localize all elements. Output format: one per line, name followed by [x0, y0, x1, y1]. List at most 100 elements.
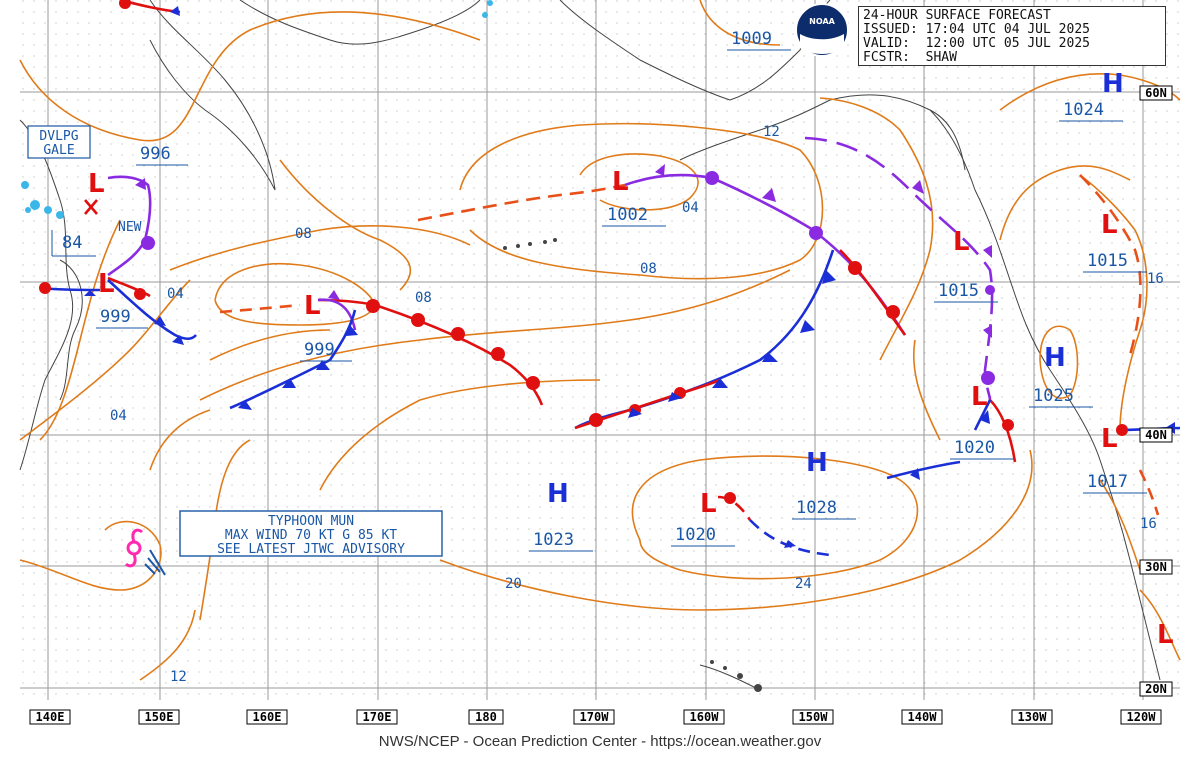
isobar-label: 16 [1140, 516, 1157, 532]
isobar-label: 12 [170, 669, 187, 685]
lon-label: 120W [1127, 710, 1157, 724]
longitude-labels: 140E 150E 160E 170E 180 170W 160W 150W 1… [29, 709, 1162, 725]
trough-south [1138, 469, 1160, 516]
low-symbol: L [88, 169, 105, 199]
warm-front-west [107, 276, 151, 298]
footer-credit: NWS/NCEP - Ocean Prediction Center - htt… [378, 733, 822, 750]
sea-ice-dots [21, 0, 493, 219]
pressure-value-1024: 1024 [1063, 100, 1104, 120]
lon-label: 140E [36, 710, 65, 724]
lon-label: 150E [145, 710, 174, 724]
isobar-label: 12 [763, 124, 780, 140]
pressure-value-996: 996 [140, 144, 171, 164]
isobar-label: 08 [295, 226, 312, 242]
islands [503, 238, 762, 692]
high-symbol: H [1102, 69, 1124, 99]
header-title: 24-HOUR SURFACE FORECAST [863, 8, 1051, 23]
header-forecaster: FCSTR: SHAW [863, 50, 957, 65]
low-symbol: L [1101, 424, 1118, 454]
isobar-label: 20 [505, 576, 522, 592]
lon-label: 130W [1018, 710, 1048, 724]
isobar-label: 16 [1147, 271, 1164, 287]
low-symbols: L L L L L L L L L L [88, 167, 1174, 650]
lat-label: 20N [1145, 682, 1167, 696]
pressure-value-1009: 1009 [731, 29, 772, 49]
header-issued: ISSUED: 17:04 UTC 04 JUL 2025 [863, 22, 1090, 37]
lon-label: 150W [799, 710, 829, 724]
high-symbol: H [547, 479, 569, 509]
pressure-value-1023: 1023 [533, 530, 574, 550]
pressure-value-1017: 1017 [1087, 472, 1128, 492]
pressure-value-1015-east: 1015 [1087, 251, 1128, 271]
cold-front-gulf [973, 399, 992, 431]
isobar-label: 04 [110, 408, 127, 424]
dvlpg-gale-box: DVLPG GALE [27, 125, 91, 159]
typhoon-name: TYPHOON MUN [268, 514, 354, 529]
new-label: NEW [118, 220, 142, 235]
pressure-value-1020-gulf: 1020 [954, 438, 995, 458]
pressure-value-1025: 1025 [1033, 386, 1074, 406]
low-symbol: L [953, 227, 970, 257]
pressure-value-1020-subtropic: 1020 [675, 525, 716, 545]
typhoon-advisory-box: TYPHOON MUN MAX WIND 70 KT G 85 KT SEE L… [179, 510, 443, 557]
cold-front-subtropic [886, 460, 961, 480]
dvlpg-label: DVLPG [39, 129, 78, 144]
pressure-value-84: 84 [62, 233, 82, 253]
cold-front-central [229, 309, 357, 410]
lon-label: 160E [253, 710, 282, 724]
dissipating-front-west [219, 303, 301, 314]
isobar-label: 04 [682, 200, 699, 216]
low-symbol: L [98, 269, 115, 299]
isobars [19, 0, 1181, 681]
lat-label: 40N [1145, 428, 1167, 442]
pressure-value-1015-gulf: 1015 [938, 281, 979, 301]
pressure-value-999-west: 999 [100, 307, 131, 327]
lon-label: 170E [363, 710, 392, 724]
high-symbol: H [1044, 343, 1066, 373]
trough-east [1079, 174, 1142, 356]
front-symbols [39, 0, 1175, 548]
lon-label: 140W [908, 710, 938, 724]
coastlines [19, 0, 1161, 691]
occluded-front-west [107, 175, 152, 277]
typhoon-advisory: SEE LATEST JTWC ADVISORY [217, 542, 405, 557]
warm-front-main [839, 249, 907, 336]
noaa-logo-text: NOAA [809, 17, 835, 26]
lat-label: 60N [1145, 86, 1167, 100]
dissipating-front [417, 183, 626, 222]
isobar-label: 08 [640, 261, 657, 277]
low-symbol: L [612, 167, 629, 197]
cold-front-west [107, 279, 198, 341]
isobar-label: 08 [415, 290, 432, 306]
low-center-markers [84, 199, 98, 215]
low-symbol: L [971, 382, 988, 412]
cold-front-subtropic-dash [749, 519, 831, 557]
occluded-front-central [317, 298, 357, 331]
warm-front-subtropic [717, 495, 752, 521]
lon-label: 160W [690, 710, 720, 724]
forecast-header: 24-HOUR SURFACE FORECAST ISSUED: 17:04 UT… [858, 6, 1166, 66]
gale-label: GALE [43, 143, 74, 158]
lon-label: 180 [475, 710, 497, 724]
pressure-value-1002: 1002 [607, 205, 648, 225]
low-symbol: L [700, 489, 717, 519]
typhoon-symbol [124, 528, 166, 576]
low-symbol: L [1101, 210, 1118, 240]
pressure-value-999-central: 999 [304, 340, 335, 360]
pressure-underlines [51, 49, 1147, 552]
isobar-label: 04 [167, 286, 184, 302]
high-symbols: H H H H [547, 69, 1124, 509]
noaa-logo: NOAA [795, 3, 849, 57]
pressure-value-1028: 1028 [796, 498, 837, 518]
lon-label: 170W [580, 710, 610, 724]
lat-label: 30N [1145, 560, 1167, 574]
isobar-label: 24 [795, 576, 812, 592]
low-symbol: L [304, 291, 321, 321]
pressure-values: 996 999 999 1002 1015 1015 1020 1017 102… [62, 29, 1128, 550]
dot-grid [20, 0, 1180, 700]
low-symbol: L [1157, 620, 1174, 650]
header-valid: VALID: 12:00 UTC 05 JUL 2025 [863, 36, 1090, 51]
latitude-labels: 60N 40N 30N 20N [1139, 85, 1173, 697]
high-symbol: H [806, 448, 828, 478]
